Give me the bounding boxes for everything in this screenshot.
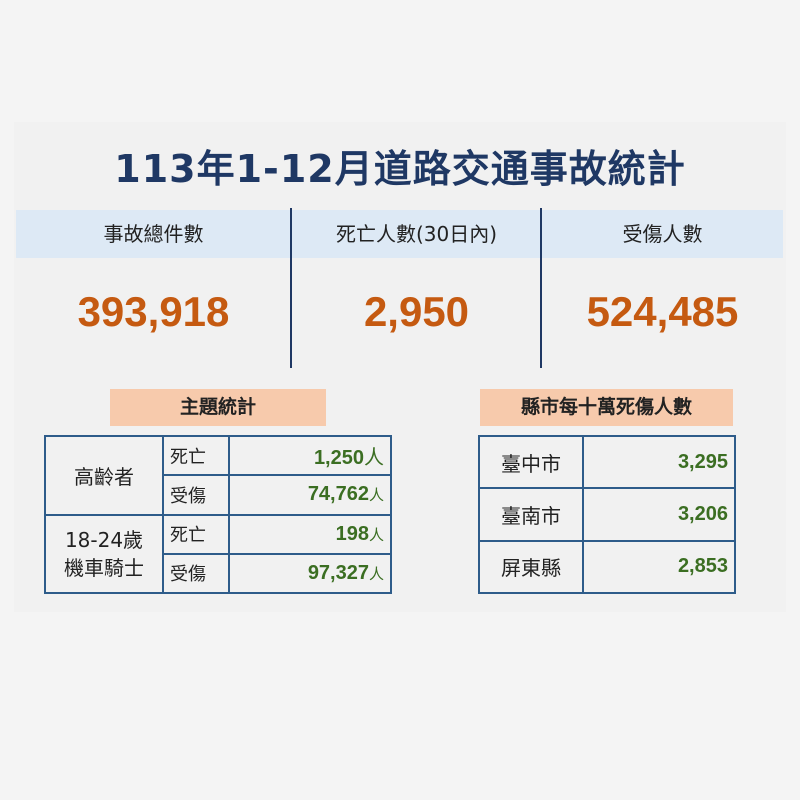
row-value: 1,250人 xyxy=(228,434,392,477)
city-stats-label: 縣市每十萬死傷人數 xyxy=(480,389,733,426)
table-row: 受傷 74,762人 xyxy=(45,474,392,516)
row-value: 74,762人 xyxy=(228,474,392,516)
city-value: 3,206 xyxy=(582,487,736,542)
table-row: 受傷 97,327人 xyxy=(45,552,392,595)
header-band xyxy=(16,210,783,258)
city-value: 3,295 xyxy=(582,434,736,490)
deaths-value: 2,950 xyxy=(363,288,470,335)
row-type: 死亡 xyxy=(162,434,230,477)
row-value: 198人 xyxy=(228,513,392,555)
city-name: 臺南市 xyxy=(478,487,584,542)
topic-stats-label: 主題統計 xyxy=(110,389,326,426)
city-stats-table: 臺中市 3,295 臺南市 3,206 屏東縣 2,853 xyxy=(478,434,736,595)
table-row: 臺南市 3,206 xyxy=(478,487,736,542)
total-accidents-value: 393,918 xyxy=(77,288,230,335)
injuries-value: 524,485 xyxy=(586,288,739,335)
header-injuries: 受傷人數 xyxy=(622,222,703,246)
table-row: 臺中市 3,295 xyxy=(478,434,736,490)
table-row: 屏東縣 2,853 xyxy=(478,539,736,595)
city-name: 臺中市 xyxy=(478,434,584,490)
header-deaths: 死亡人數(30日內) xyxy=(335,222,498,246)
row-type: 受傷 xyxy=(162,474,230,516)
header-total-accidents: 事故總件數 xyxy=(103,222,204,246)
group-name: 18-24歲 機車騎士 xyxy=(44,513,164,594)
table-row: 高齡者 死亡 1,250人 xyxy=(44,434,392,516)
row-type: 受傷 xyxy=(162,552,230,595)
city-name: 屏東縣 xyxy=(478,539,584,595)
row-value: 97,327人 xyxy=(228,552,392,595)
divider xyxy=(540,208,542,368)
divider xyxy=(290,208,292,368)
row-type: 死亡 xyxy=(162,513,230,555)
table-row: 18-24歲 機車騎士 死亡 198人 xyxy=(44,513,392,594)
city-value: 2,853 xyxy=(582,539,736,595)
page-title: 113年1-12月道路交通事故統計 xyxy=(114,147,686,191)
topic-stats-table: 高齡者 死亡 1,250人 受傷 74,762人 18-24歲 機車騎士 死亡 1… xyxy=(44,434,392,595)
group-name: 高齡者 xyxy=(44,435,164,516)
